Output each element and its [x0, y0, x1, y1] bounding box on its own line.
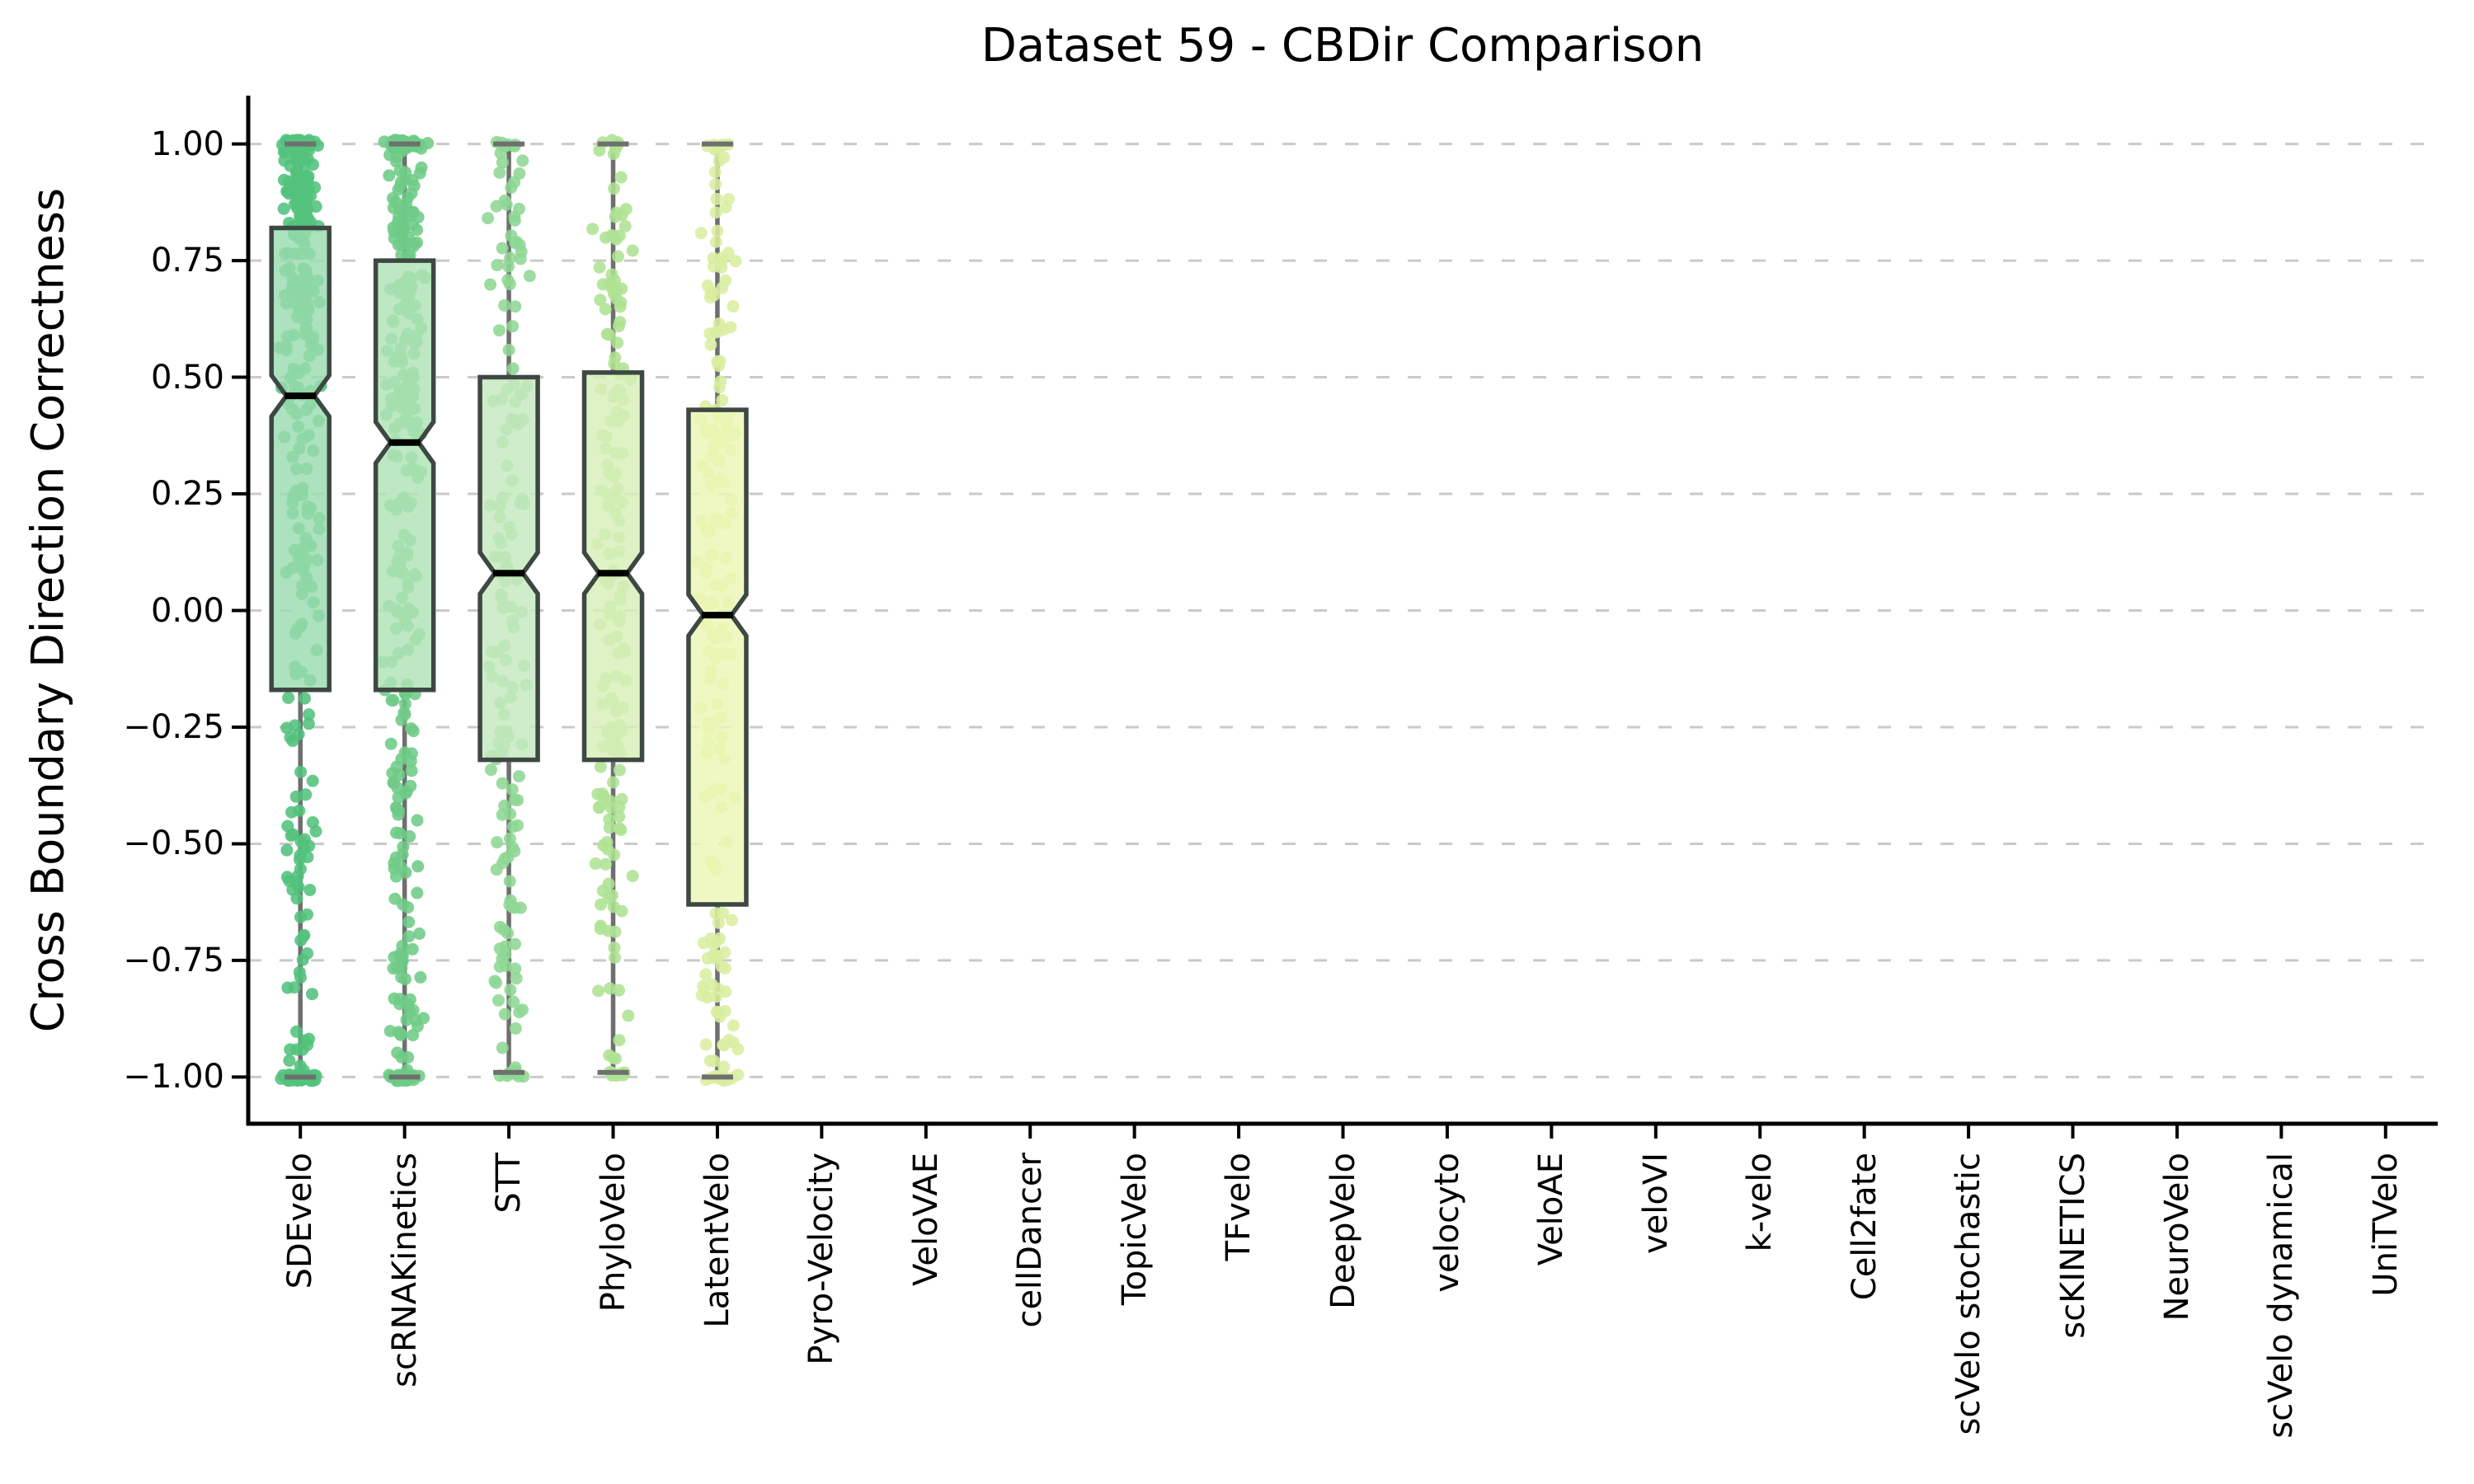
x-tick-label: scVelo stochastic	[1950, 1153, 1988, 1435]
x-tick-label: scVelo dynamical	[2262, 1153, 2301, 1439]
box-group-PhyloVelo	[581, 134, 645, 1082]
box-group-SDEvelo	[269, 134, 332, 1087]
x-tick-label: VeloVAE	[906, 1153, 945, 1286]
y-tick-label: −0.25	[123, 707, 224, 746]
y-tick-label: 0.75	[150, 242, 224, 280]
y-tick-label: −0.75	[123, 941, 224, 979]
x-tick-label: PhyloVelo	[594, 1153, 633, 1313]
axis-spines	[246, 96, 2438, 1126]
box-group-LatentVelo	[686, 138, 749, 1087]
axis-ticks	[232, 142, 2387, 1139]
x-tick-label: Cell2fate	[1845, 1153, 1884, 1301]
x-tick-label: k-velo	[1741, 1153, 1780, 1252]
x-tick-label: UniTVelo	[2366, 1153, 2405, 1297]
x-tick-label: scRNAKinetics	[385, 1153, 424, 1388]
y-tick-label: 0.00	[150, 591, 224, 630]
x-tick-label: cellDancer	[1011, 1153, 1050, 1328]
x-tick-label: DeepVelo	[1324, 1153, 1362, 1309]
x-tick-label: STT	[490, 1153, 529, 1214]
x-tick-label: TopicVelo	[1115, 1153, 1154, 1306]
y-tick-label: 0.25	[150, 475, 224, 514]
x-tick-label: NeuroVelo	[2157, 1153, 2196, 1322]
chart-title: Dataset 59 - CBDir Comparison	[981, 19, 1705, 73]
x-tick-label: velocyto	[1427, 1153, 1466, 1293]
x-tick-label: Pyro-Velocity	[802, 1153, 841, 1365]
y-tick-label: −1.00	[123, 1058, 224, 1097]
box-group-scRNAKinetics	[373, 134, 436, 1087]
box-group-STT	[477, 135, 540, 1083]
gridlines	[248, 143, 2438, 1078]
x-tick-label: scKINETICS	[2053, 1153, 2092, 1339]
y-tick-label: −0.50	[123, 824, 224, 863]
y-tick-label: 1.00	[150, 124, 224, 163]
x-tick-label: TFvelo	[1220, 1153, 1258, 1261]
x-tick-label: SDEvelo	[281, 1153, 320, 1289]
x-tick-label: LatentVelo	[698, 1153, 736, 1328]
plot-area	[232, 96, 2438, 1139]
plot-svg	[232, 96, 2438, 1139]
y-tick-label: 0.50	[150, 358, 224, 397]
x-tick-label: veloVI	[1636, 1153, 1675, 1255]
x-tick-label: VeloAE	[1532, 1153, 1571, 1266]
